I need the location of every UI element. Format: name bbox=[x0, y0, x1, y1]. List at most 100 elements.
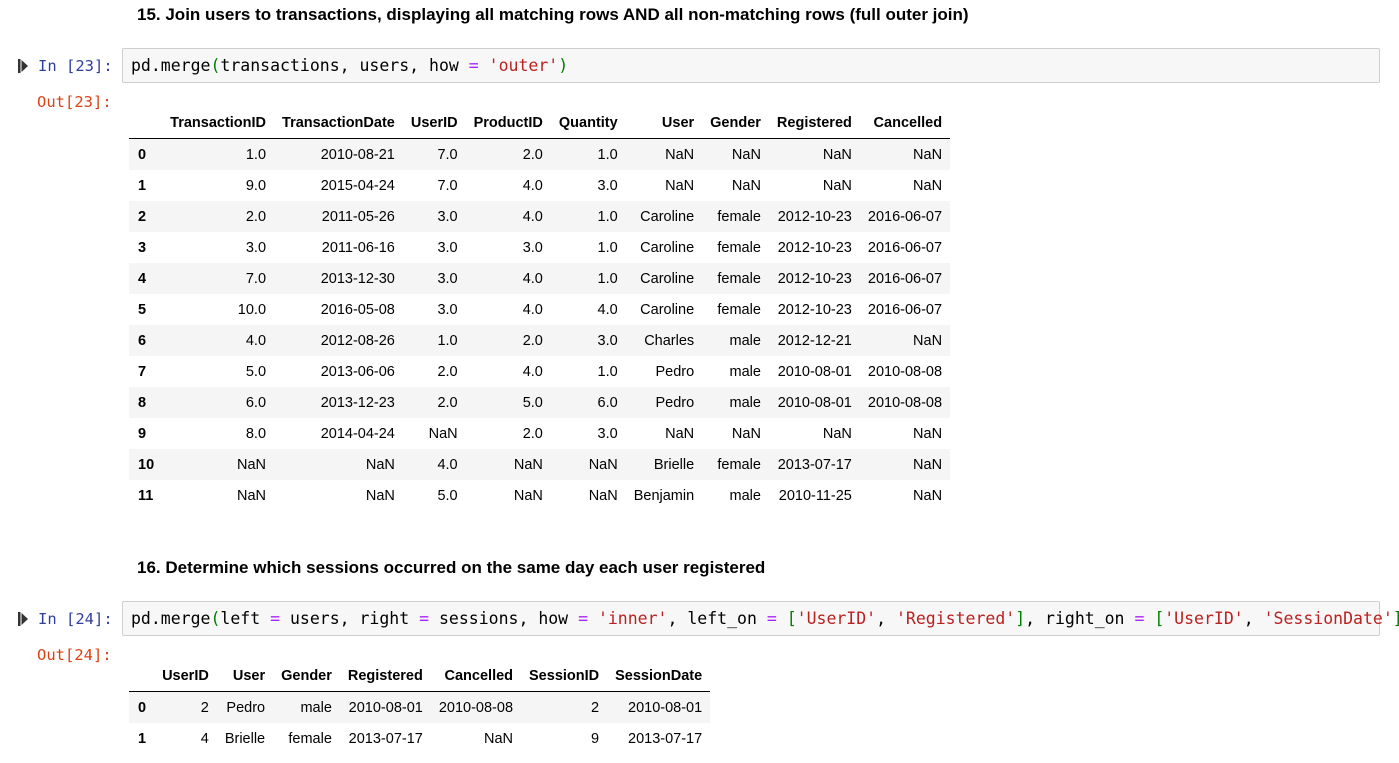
table-cell: NaN bbox=[665, 146, 695, 163]
table-cell: NaN bbox=[913, 456, 943, 473]
table-cell: NaN bbox=[484, 730, 514, 747]
table-cell: 2013-07-17 bbox=[777, 456, 852, 473]
table-cell: male bbox=[300, 699, 332, 716]
table-cell: 5.0 bbox=[437, 487, 458, 504]
table-cell: Charles bbox=[644, 332, 695, 349]
table-row: 9 8.0 2014-04-24 NaN 2.0 3.0 NaN NaN NaN NaN bbox=[129, 418, 950, 449]
table-cell: 2.0 bbox=[522, 425, 543, 442]
table-cell: 3.0 bbox=[437, 208, 458, 225]
column-header: Cancelled bbox=[430, 661, 522, 692]
table-cell: male bbox=[729, 332, 761, 349]
table-cell: 2010-08-01 bbox=[348, 699, 423, 716]
table-cell: 4.0 bbox=[522, 363, 543, 380]
table-header-row: TransactionID TransactionDate UserID Produc… bbox=[129, 108, 951, 139]
table-cell: NaN bbox=[731, 146, 761, 163]
table-cell: 2011-05-26 bbox=[321, 208, 395, 225]
row-index: 1 bbox=[138, 730, 147, 747]
column-header: User bbox=[216, 661, 274, 692]
run-cell-icon[interactable] bbox=[18, 59, 28, 73]
table-cell: 2010-08-08 bbox=[867, 394, 943, 411]
table-row: 0 1.0 2010-08-21 7.0 2.0 1.0 NaN NaN NaN NaN bbox=[129, 138, 951, 170]
table-cell: 4.0 bbox=[522, 301, 543, 318]
table-cell: NaN bbox=[365, 487, 395, 504]
table-cell: 2010-08-08 bbox=[438, 699, 514, 716]
column-header: Gender bbox=[702, 108, 769, 139]
code-text[interactable]: pd.merge(transactions, users, how = 'out… bbox=[131, 56, 569, 75]
table-cell: female bbox=[288, 730, 332, 747]
column-header: SessionID bbox=[521, 661, 608, 692]
table-cell: 1.0 bbox=[597, 363, 618, 380]
table-cell: 2010-08-01 bbox=[777, 394, 852, 411]
table-cell: 3.0 bbox=[597, 332, 618, 349]
row-index: 4 bbox=[138, 270, 147, 287]
column-header: UserID bbox=[154, 661, 217, 692]
table-cell: Brielle bbox=[224, 730, 266, 747]
table-cell: 3.0 bbox=[522, 239, 543, 256]
table-cell: NaN bbox=[365, 456, 395, 473]
table-cell: 3.0 bbox=[245, 239, 267, 256]
table-cell: NaN bbox=[913, 177, 943, 194]
row-index: 2 bbox=[138, 208, 147, 225]
row-index: 0 bbox=[138, 699, 147, 716]
table-cell: NaN bbox=[665, 177, 695, 194]
table-cell: 2012-08-26 bbox=[320, 332, 395, 349]
table-cell: 6.0 bbox=[245, 394, 267, 411]
table-cell: female bbox=[717, 239, 761, 256]
table-cell: 3.0 bbox=[597, 177, 618, 194]
table-cell: 2.0 bbox=[437, 394, 458, 411]
table-cell: NaN bbox=[731, 425, 761, 442]
row-index: 5 bbox=[138, 301, 147, 318]
table-row: 5 10.0 2016-05-08 3.0 4.0 4.0 Caroline female 20… bbox=[129, 294, 950, 325]
row-index: 11 bbox=[138, 487, 154, 504]
table-cell: Caroline bbox=[640, 208, 695, 225]
table-cell: 4.0 bbox=[245, 332, 267, 349]
table-cell: Caroline bbox=[640, 301, 695, 318]
table-row: 3 3.0 2011-06-16 3.0 3.0 1.0 Caroline female 201… bbox=[129, 232, 950, 263]
code-cell-23[interactable]: pd.merge(transactions, users, how = 'out… bbox=[122, 48, 1380, 83]
code-cell-24[interactable]: pd.merge(left = users, right = sessions,… bbox=[122, 601, 1399, 636]
table-cell: 4.0 bbox=[522, 270, 543, 287]
row-index: 10 bbox=[138, 456, 155, 473]
column-header: TransactionID bbox=[162, 108, 275, 139]
table-cell: NaN bbox=[237, 456, 267, 473]
column-header: Quantity bbox=[550, 108, 626, 139]
table-cell: 2013-07-17 bbox=[628, 730, 703, 747]
table-cell: 2010-08-21 bbox=[320, 146, 395, 163]
table-cell: female bbox=[717, 301, 761, 318]
table-row: 0 2 Pedro male 2010-08-01 2010-08-08 2 2010-08-… bbox=[129, 691, 711, 723]
table-cell: 2016-05-08 bbox=[320, 301, 395, 318]
table-cell: 4 bbox=[200, 730, 209, 747]
column-header: ProductID bbox=[465, 108, 551, 139]
table-cell: 2016-06-07 bbox=[867, 301, 943, 318]
row-index: 1 bbox=[138, 177, 147, 194]
column-header: User bbox=[625, 108, 703, 139]
run-cell-icon[interactable] bbox=[18, 612, 28, 626]
table-row: 11 NaN NaN 5.0 NaN NaN Benjamin male 2010-11-25 N… bbox=[129, 480, 950, 511]
column-header: Registered bbox=[768, 108, 860, 139]
table-header-row: UserID User Gender Registered Cancelled Sessi… bbox=[129, 661, 711, 692]
table-row: 10 NaN NaN 4.0 NaN NaN Brielle female 2013-07-17… bbox=[129, 449, 951, 480]
table-cell: female bbox=[717, 208, 761, 225]
output-prompt: Out[24]: bbox=[37, 646, 112, 664]
table-cell: 10.0 bbox=[237, 301, 267, 318]
table-cell: 4.0 bbox=[437, 456, 458, 473]
table-row: 4 7.0 2013-12-30 3.0 4.0 1.0 Caroline female 201… bbox=[129, 263, 951, 294]
table-cell: NaN bbox=[913, 487, 943, 504]
table-cell: NaN bbox=[731, 177, 761, 194]
table-cell: 7.0 bbox=[437, 146, 458, 163]
table-cell: 2.0 bbox=[522, 332, 543, 349]
markdown-heading-16: 16. Determine which sessions occurred on… bbox=[137, 558, 766, 577]
code-text[interactable]: pd.merge(left = users, right = sessions,… bbox=[131, 609, 1399, 628]
table-cell: 1.0 bbox=[597, 146, 618, 163]
table-cell: 2016-06-07 bbox=[867, 239, 943, 256]
table-cell: 2016-06-07 bbox=[867, 208, 943, 225]
table-row: 1 4 Brielle female 2013-07-17 NaN 9 2013-07-17 bbox=[129, 723, 710, 754]
table-cell: 2013-06-06 bbox=[320, 363, 395, 380]
row-index: 8 bbox=[138, 394, 147, 411]
table-cell: 2010-08-01 bbox=[628, 699, 703, 716]
input-prompt: In [24]: bbox=[38, 610, 113, 628]
table-cell: 2.0 bbox=[522, 146, 543, 163]
table-cell: male bbox=[729, 487, 761, 504]
table-cell: NaN bbox=[913, 332, 943, 349]
table-cell: NaN bbox=[513, 456, 543, 473]
